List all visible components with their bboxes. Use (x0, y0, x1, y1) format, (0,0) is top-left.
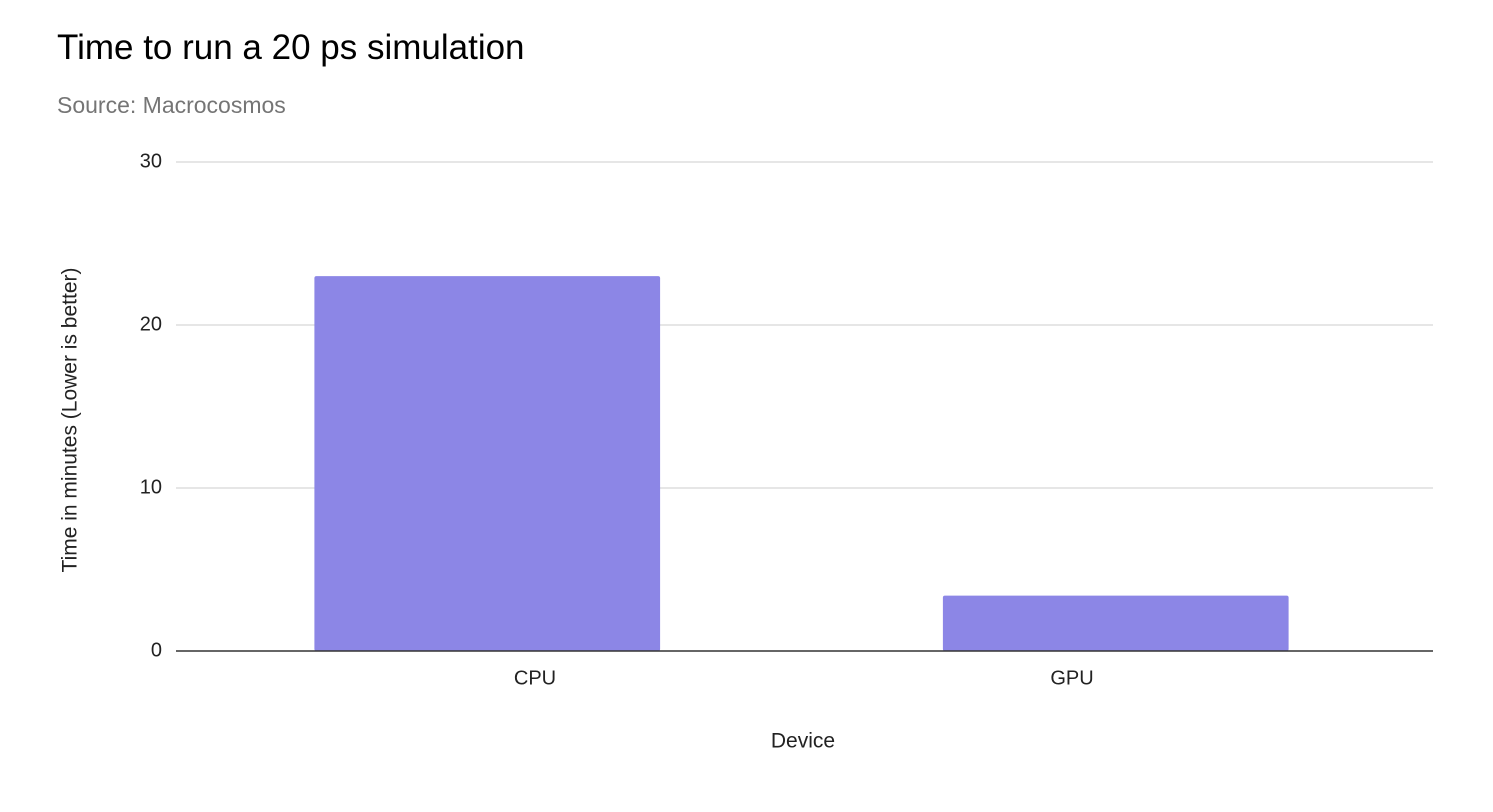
y-tick-labels: 0 10 20 30 (140, 150, 162, 661)
bar-cpu (314, 276, 661, 651)
x-tick-label-gpu: GPU (1050, 667, 1093, 689)
y-tick-label-20: 20 (140, 313, 162, 335)
y-tick-label-10: 10 (140, 476, 162, 498)
bar-gpu (942, 595, 1289, 651)
bars (314, 276, 1289, 651)
x-tick-labels: CPU GPU (514, 667, 1094, 689)
x-axis-title: Device (771, 730, 835, 753)
chart-title: Time to run a 20 ps simulation (57, 28, 525, 67)
x-tick-label-cpu: CPU (514, 667, 556, 689)
chart-subtitle: Source: Macrocosmos (57, 92, 286, 118)
y-tick-label-30: 30 (140, 150, 162, 172)
y-tick-label-0: 0 (151, 639, 162, 661)
y-axis-title: Time in minutes (Lower is better) (59, 268, 82, 573)
